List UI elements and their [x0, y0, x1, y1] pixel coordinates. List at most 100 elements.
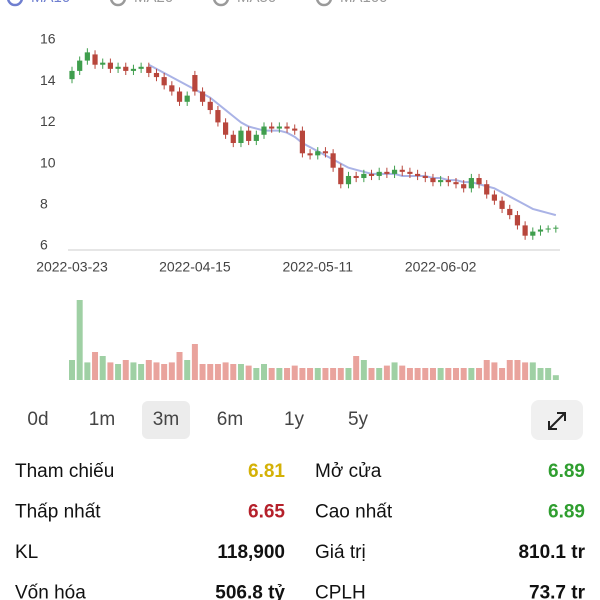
- x-tick-label: 2022-03-23: [36, 259, 108, 275]
- volume-bar: [445, 368, 452, 380]
- volume-bar: [330, 368, 337, 380]
- volume-bar: [107, 362, 114, 380]
- candle-body: [230, 134, 236, 143]
- volume-bar: [84, 362, 91, 380]
- volume-bar: [491, 362, 498, 380]
- candle-body: [169, 85, 175, 92]
- candle-body: [146, 66, 152, 73]
- candle-body: [207, 101, 213, 111]
- candle-body: [422, 175, 428, 179]
- volume-bar: [145, 360, 152, 380]
- candle-body: [199, 91, 206, 102]
- candle-body: [514, 215, 521, 226]
- volume-bar: [552, 375, 559, 380]
- volume-bar: [130, 362, 137, 380]
- range-selected-bg: [142, 401, 190, 439]
- candle-body: [537, 229, 544, 232]
- candle-body: [215, 110, 221, 123]
- y-tick-label: 10: [40, 154, 56, 170]
- candle-body: [430, 178, 436, 183]
- volume-bar: [276, 368, 283, 380]
- candle-body: [391, 169, 398, 174]
- candle-body: [438, 180, 444, 183]
- y-tick-label: 12: [40, 113, 56, 129]
- candle-body: [484, 184, 490, 195]
- stat-value: 6.89: [548, 461, 585, 482]
- volume-bar: [214, 364, 221, 380]
- stat-value: 506.8 tỷ: [215, 583, 285, 600]
- volume-bar: [191, 344, 198, 380]
- candle-body: [530, 231, 536, 236]
- volume-bar: [506, 360, 513, 380]
- candle-body: [368, 173, 375, 176]
- volume-bar: [76, 300, 83, 380]
- candle-body: [107, 62, 113, 69]
- volume-bar: [92, 352, 99, 380]
- candle-body: [238, 130, 244, 143]
- stat-value: 73.7 tr: [529, 583, 586, 600]
- candle-body: [384, 171, 390, 174]
- stat-label: Thấp nhất: [15, 502, 101, 523]
- volume-bar: [199, 364, 206, 380]
- volume-bar: [153, 362, 160, 380]
- candle-body: [184, 95, 190, 102]
- candle-body: [307, 153, 313, 156]
- range-button[interactable]: 5y: [348, 409, 369, 430]
- volume-bar: [522, 362, 529, 380]
- volume-bar: [184, 360, 191, 380]
- candle-body: [407, 171, 413, 174]
- volume-bar: [237, 364, 244, 380]
- stat-label: Cao nhất: [315, 502, 393, 523]
- volume-bar: [476, 368, 483, 380]
- volume-bar: [176, 352, 183, 380]
- volume-bar: [545, 368, 552, 380]
- volume-bar: [368, 368, 375, 380]
- stat-label: Giá trị: [315, 542, 366, 563]
- candle-body: [92, 54, 98, 65]
- y-tick-label: 6: [40, 237, 48, 253]
- volume-bar: [230, 364, 237, 380]
- volume-bar: [499, 368, 506, 380]
- range-button[interactable]: 1m: [89, 409, 115, 430]
- x-tick-label: 2022-04-15: [159, 259, 231, 275]
- volume-bar: [345, 368, 352, 380]
- volume-bar: [115, 364, 122, 380]
- x-tick-label: 2022-05-11: [282, 259, 353, 275]
- volume-bar: [483, 360, 490, 380]
- range-button[interactable]: 0d: [27, 409, 48, 430]
- volume-bar: [207, 364, 214, 380]
- candle-body: [246, 130, 252, 141]
- candle-body: [507, 208, 513, 216]
- volume-bar: [468, 368, 475, 380]
- volume-bar: [291, 365, 298, 380]
- candle-body: [161, 77, 167, 86]
- y-tick-label: 16: [40, 31, 56, 47]
- volume-bar: [399, 365, 406, 380]
- candle-body: [292, 128, 298, 131]
- volume-bar: [337, 368, 344, 380]
- range-button[interactable]: 1y: [284, 409, 305, 430]
- candle-body: [138, 66, 144, 69]
- volume-bar: [284, 368, 291, 380]
- candle-body: [269, 126, 275, 129]
- legend-marker: [212, 0, 230, 7]
- candle-body: [522, 225, 528, 236]
- range-button[interactable]: 3m: [153, 409, 179, 430]
- volume-bar: [429, 368, 436, 380]
- volume-bar: [307, 368, 314, 380]
- volume-bar: [69, 360, 75, 380]
- candle-body: [461, 184, 467, 189]
- volume-bar: [168, 362, 175, 380]
- candle-body: [284, 126, 290, 129]
- candle-body: [253, 134, 259, 141]
- stat-value: 6.89: [548, 502, 585, 523]
- candle-body: [453, 182, 459, 185]
- volume-bar: [299, 368, 306, 380]
- volume-bar: [460, 368, 467, 380]
- y-tick-label: 14: [40, 72, 56, 88]
- candle-body: [123, 66, 129, 71]
- legend-marker: [6, 0, 24, 7]
- stat-label: KL: [15, 542, 38, 563]
- range-button[interactable]: 6m: [217, 409, 243, 430]
- volume-bar: [537, 368, 544, 380]
